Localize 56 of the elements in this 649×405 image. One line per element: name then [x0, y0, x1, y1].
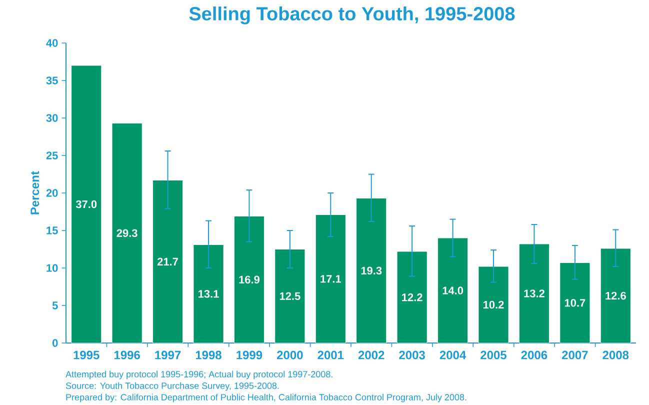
y-axis-title: Percent — [30, 171, 40, 214]
data-label: 13.1 — [198, 290, 219, 298]
data-label: 12.2 — [402, 293, 422, 302]
bar — [234, 216, 264, 344]
x-tick-label: 2003 — [399, 350, 425, 360]
bar — [274, 249, 306, 344]
data-label: 10.7 — [564, 298, 586, 307]
data-label: 29.3 — [116, 229, 138, 238]
data-label: 14.0 — [442, 286, 464, 294]
y-tick-label: 0 — [52, 339, 58, 347]
bar — [396, 251, 428, 344]
y-tick-label: 15 — [46, 226, 58, 234]
bar — [519, 244, 550, 344]
y-tick-label: 35 — [46, 76, 58, 84]
data-label: 10.2 — [483, 300, 504, 309]
x-tick-label: 1997 — [155, 350, 181, 360]
data-label: 37.0 — [76, 200, 97, 208]
text: Attempted buy protocol 1995-1996; Actual buy protocol 1997-2008. — [66, 370, 332, 380]
x-tick-label: 1995 — [74, 350, 100, 360]
y-tick-label: 30 — [46, 114, 58, 122]
x-tick-label: 2000 — [277, 350, 303, 360]
data-label: 21.7 — [157, 258, 178, 266]
y-tick-label: 20 — [46, 189, 58, 197]
x-tick-label: 1996 — [114, 350, 140, 360]
bar — [315, 214, 346, 344]
bar — [193, 244, 224, 344]
y-tick-label: 5 — [52, 302, 58, 310]
x-tick-label: 2008 — [602, 350, 629, 360]
data-label: 17.1 — [320, 275, 342, 283]
x-tick-label: 2007 — [562, 350, 588, 360]
bar — [478, 266, 509, 344]
chart-title: Selling Tobacco to Youth, 1995-2008 — [189, 6, 515, 24]
y-tick-label: 40 — [46, 39, 58, 47]
data-label: 12.5 — [280, 292, 300, 300]
y-tick-label: 25 — [46, 152, 58, 160]
text: Prepared by: California Department of Public Health, California Tobacco Control Program, July 2008. — [66, 394, 466, 402]
x-tick-label: 2001 — [318, 350, 344, 360]
x-tick-label: 2006 — [521, 350, 548, 360]
bar — [71, 65, 102, 344]
bar — [112, 123, 142, 344]
y-tick-label: 10 — [46, 264, 58, 272]
x-tick-label: 2002 — [358, 350, 384, 360]
data-label: 19.3 — [361, 266, 382, 275]
data-label: 16.9 — [239, 276, 260, 284]
x-tick-label: 2005 — [480, 350, 507, 360]
x-tick-label: 1998 — [196, 350, 222, 360]
data-label: 13.2 — [524, 290, 544, 298]
x-tick-label: 2004 — [440, 350, 466, 360]
bar — [560, 262, 590, 344]
x-tick-label: 1999 — [236, 350, 262, 360]
bar — [152, 180, 183, 344]
data-label: 12.6 — [606, 292, 626, 300]
bar — [438, 238, 468, 344]
bar — [356, 198, 387, 344]
bar — [600, 248, 631, 344]
source-note: Source: Youth Tobacco Purchase Survey, 1995-2008. — [66, 382, 279, 391]
